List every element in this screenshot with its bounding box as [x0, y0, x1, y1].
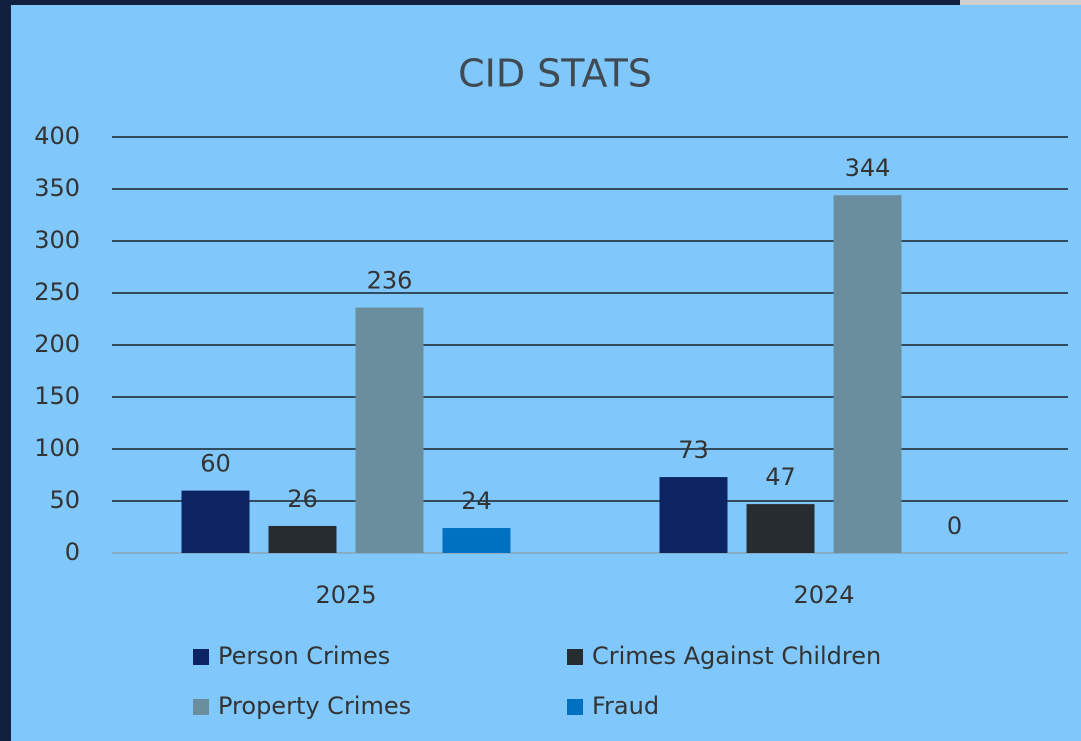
y-tick-label: 250 — [34, 278, 80, 306]
y-tick-label: 50 — [49, 486, 80, 514]
y-tick-label: 300 — [34, 226, 80, 254]
data-label: 47 — [765, 463, 796, 491]
legend-swatch — [567, 649, 583, 665]
y-tick-label: 150 — [34, 382, 80, 410]
bar — [746, 504, 815, 553]
x-tick-label: 2025 — [315, 581, 376, 609]
data-label: 73 — [678, 436, 709, 464]
chart-background — [11, 5, 1081, 741]
legend-label: Person Crimes — [218, 642, 390, 670]
data-label: 26 — [287, 485, 318, 513]
x-tick-label: 2024 — [793, 581, 854, 609]
data-label: 60 — [200, 450, 231, 478]
y-tick-label: 350 — [34, 174, 80, 202]
legend-swatch — [193, 649, 209, 665]
bar — [442, 528, 511, 553]
bar — [659, 477, 728, 553]
y-tick-label: 0 — [65, 538, 80, 566]
data-label: 24 — [461, 487, 492, 515]
data-label: 236 — [367, 267, 413, 295]
bar — [355, 307, 424, 553]
y-tick-label: 400 — [34, 122, 80, 150]
legend-label: Crimes Against Children — [592, 642, 881, 670]
bar — [181, 490, 250, 553]
corner — [960, 0, 1081, 5]
data-label: 0 — [947, 512, 962, 540]
data-label: 344 — [845, 154, 891, 182]
y-tick-label: 100 — [34, 434, 80, 462]
legend-label: Property Crimes — [218, 692, 411, 720]
legend-label: Fraud — [592, 692, 659, 720]
legend-swatch — [567, 699, 583, 715]
chart-title: CID STATS — [458, 52, 652, 96]
bar — [833, 195, 902, 554]
legend-swatch — [193, 699, 209, 715]
bar — [268, 525, 337, 553]
y-tick-label: 200 — [34, 330, 80, 358]
